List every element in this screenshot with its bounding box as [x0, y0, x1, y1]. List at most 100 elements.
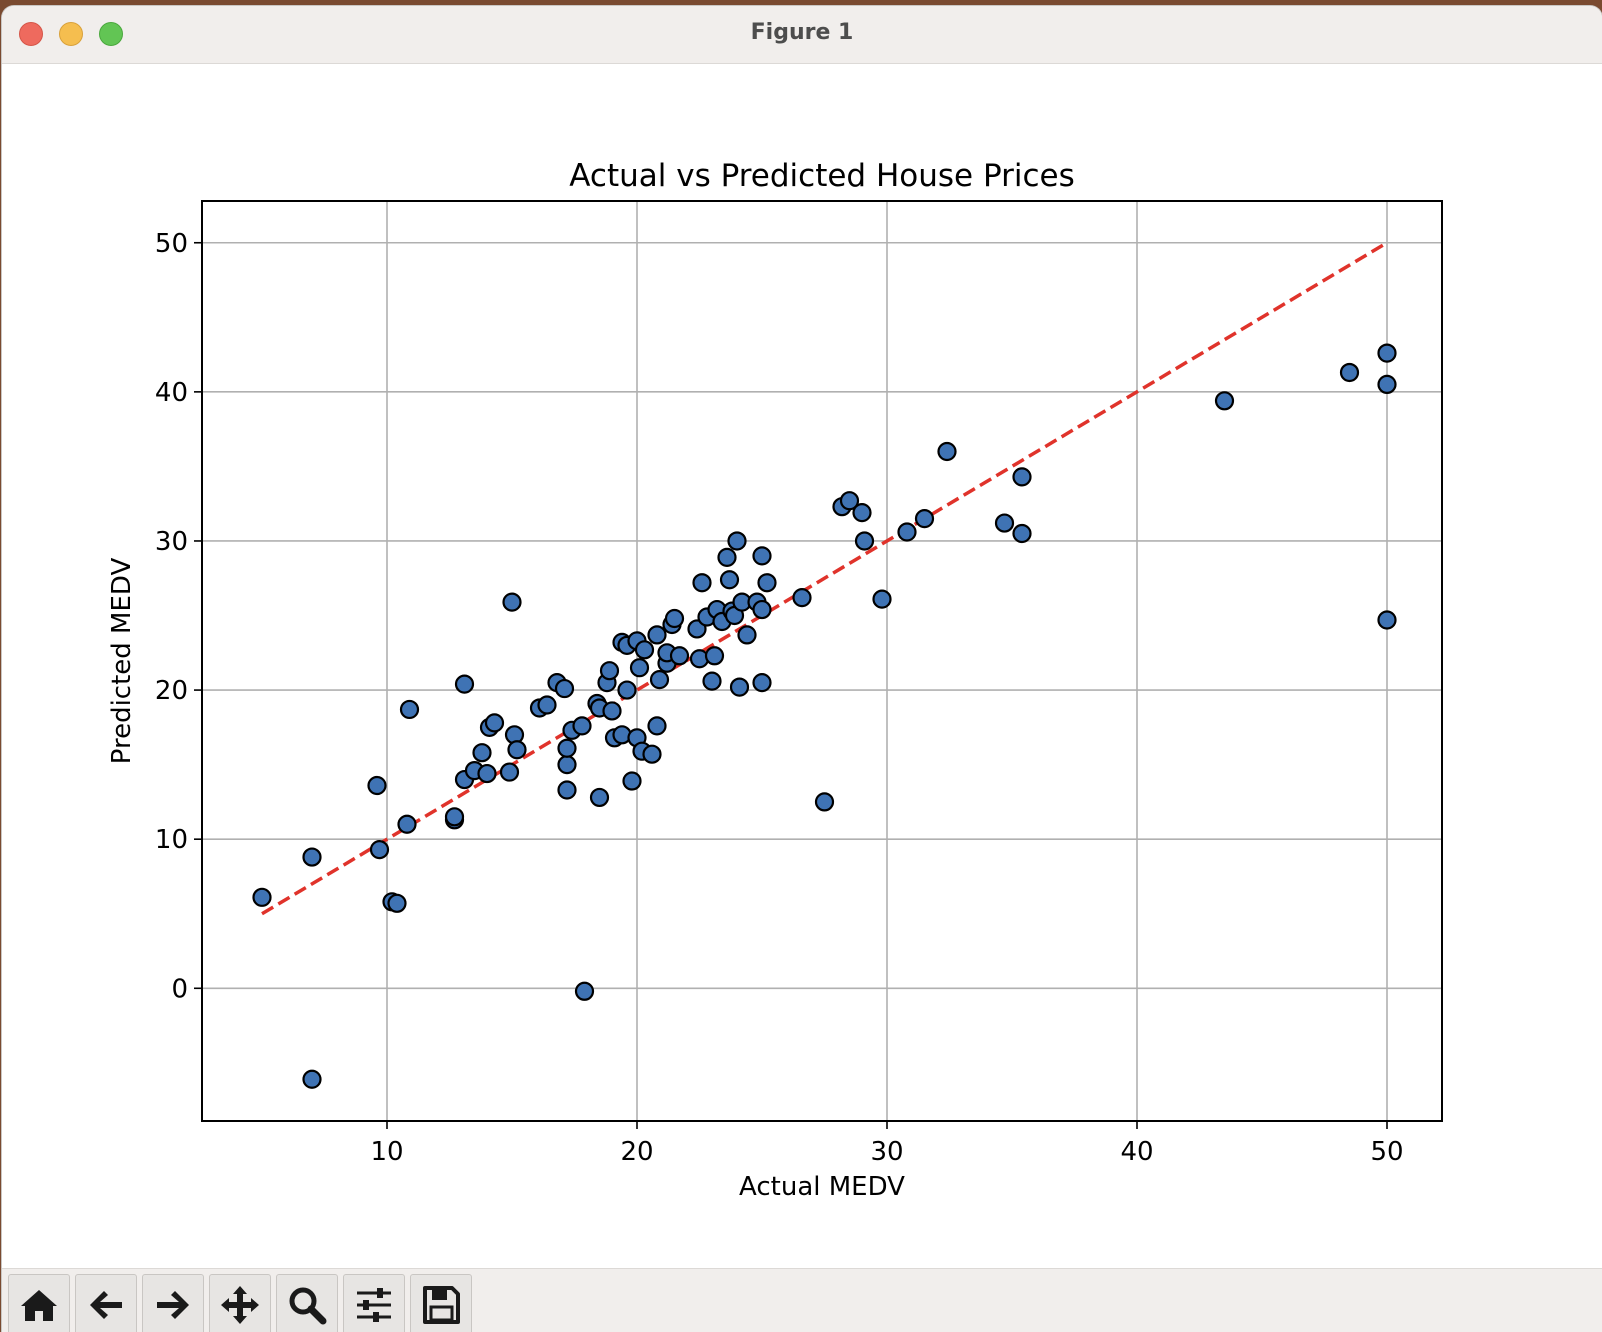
- scatter-chart: 10 20 30 40 50 0 10 20 30 40 50 Actual vs Predicte…: [107, 158, 1443, 1202]
- scatter-point: [994, 513, 1015, 533]
- scatter-point: [472, 743, 492, 763]
- y-tick-label: 30: [155, 527, 188, 557]
- window-title: Figure 1: [750, 20, 854, 45]
- x-tick-label: 20: [620, 1137, 653, 1167]
- figure-window: Figure 1 10 20 30 40 50 0 10 20 30 40 50 Actual vs…: [2, 6, 1602, 1332]
- y-tick-label: 10: [155, 825, 188, 855]
- scatter-point: [369, 840, 390, 860]
- scatter-point: [634, 640, 655, 660]
- scatter-point: [302, 1069, 322, 1089]
- scatter-point: [752, 546, 772, 566]
- scatter-point: [914, 509, 935, 529]
- y-tick-label: 20: [155, 676, 188, 706]
- scatter-point: [854, 531, 875, 551]
- scatter-point: [757, 573, 777, 593]
- reference-line: [261, 241, 1388, 916]
- scatter-point: [717, 547, 737, 567]
- scatter-point: [852, 503, 872, 523]
- scatter-point: [752, 673, 772, 693]
- y-tick-label: 50: [155, 229, 188, 259]
- scatter-point: [897, 522, 917, 542]
- forward-button[interactable]: [142, 1274, 204, 1332]
- scatter-point: [502, 592, 522, 612]
- y-tick-label: 40: [155, 378, 188, 408]
- x-tick-label: 30: [870, 1137, 903, 1167]
- scatter-point: [669, 646, 690, 666]
- scatter-point: [484, 713, 505, 733]
- magnifier-icon: [289, 1287, 327, 1325]
- scatter-point: [454, 674, 475, 694]
- home-button[interactable]: [8, 1274, 70, 1332]
- sliders-icon: [357, 1288, 391, 1322]
- scatter-point: [629, 658, 650, 678]
- x-tick-label: 10: [370, 1137, 403, 1167]
- x-tick-label: 50: [1370, 1137, 1403, 1167]
- scatter-point: [507, 740, 527, 760]
- scatter-point: [1214, 391, 1235, 411]
- scatter-point: [499, 762, 520, 782]
- x-axis-label: Actual MEDV: [739, 1172, 905, 1202]
- scatter-point: [727, 531, 747, 551]
- chart-title: Actual vs Predicted House Prices: [569, 158, 1074, 194]
- scatter-point: [444, 807, 465, 827]
- scatter-point: [387, 893, 407, 913]
- scatter-point: [367, 775, 387, 796]
- scatter-point: [937, 441, 957, 462]
- scatter-point: [557, 755, 577, 775]
- y-tick-label: 0: [171, 974, 188, 1004]
- scatter-point: [664, 608, 685, 629]
- scatter-point: [752, 599, 772, 620]
- scatter-point: [599, 661, 620, 681]
- scatter-point: [649, 670, 670, 690]
- scatter-point: [1377, 610, 1397, 630]
- configure-subplots-button[interactable]: [343, 1274, 405, 1332]
- scatter-point: [729, 677, 750, 697]
- scatter-point: [554, 678, 575, 699]
- scatter-point: [647, 716, 667, 736]
- scatter-point: [1377, 343, 1397, 363]
- scatter-point: [252, 887, 272, 907]
- home-icon: [21, 1290, 57, 1321]
- scatter-point: [399, 699, 420, 720]
- minimize-window-button[interactable]: [59, 22, 83, 46]
- arrow-right-icon: [157, 1291, 189, 1319]
- floppy-icon: [423, 1286, 460, 1324]
- scatter-point: [557, 780, 577, 800]
- navigation-toolbar: [2, 1268, 1602, 1332]
- x-tick-label: 40: [1120, 1137, 1153, 1167]
- scatter-point: [537, 695, 557, 715]
- scatter-point: [302, 847, 322, 867]
- save-button[interactable]: [410, 1274, 472, 1332]
- y-axis-label: Predicted MEDV: [107, 558, 137, 765]
- scatter-point: [792, 588, 812, 608]
- scatter-point: [719, 570, 740, 590]
- zoom-button[interactable]: [276, 1274, 338, 1332]
- scatter-point: [572, 716, 592, 736]
- scatter-point: [1339, 362, 1360, 383]
- scatter-point: [872, 589, 892, 609]
- move-icon: [221, 1286, 259, 1324]
- pan-button[interactable]: [209, 1274, 271, 1332]
- maximize-window-button[interactable]: [99, 22, 123, 46]
- scatter-point: [1012, 467, 1032, 487]
- back-button[interactable]: [75, 1274, 137, 1332]
- scatter-point: [702, 671, 722, 691]
- scatter-point: [1377, 374, 1397, 395]
- scatter-point: [557, 738, 577, 758]
- scatter-point: [814, 792, 835, 812]
- scatter-point: [647, 625, 667, 645]
- axes-frame: [201, 200, 1443, 1122]
- scatter-point: [839, 491, 860, 511]
- scatter-point: [617, 680, 637, 700]
- scatter-point: [589, 787, 610, 808]
- scatter-point: [737, 625, 757, 645]
- close-window-button[interactable]: [19, 22, 43, 46]
- figure-canvas: 10 20 30 40 50 0 10 20 30 40 50 Actual vs Predicte…: [2, 64, 1602, 1268]
- arrow-left-icon: [90, 1291, 122, 1319]
- scatter-point: [642, 744, 662, 764]
- scatter-point: [704, 646, 725, 666]
- scatter-point: [692, 573, 712, 593]
- scatter-point: [574, 981, 595, 1001]
- scatter-point: [1012, 523, 1032, 544]
- scatter-point: [477, 763, 497, 784]
